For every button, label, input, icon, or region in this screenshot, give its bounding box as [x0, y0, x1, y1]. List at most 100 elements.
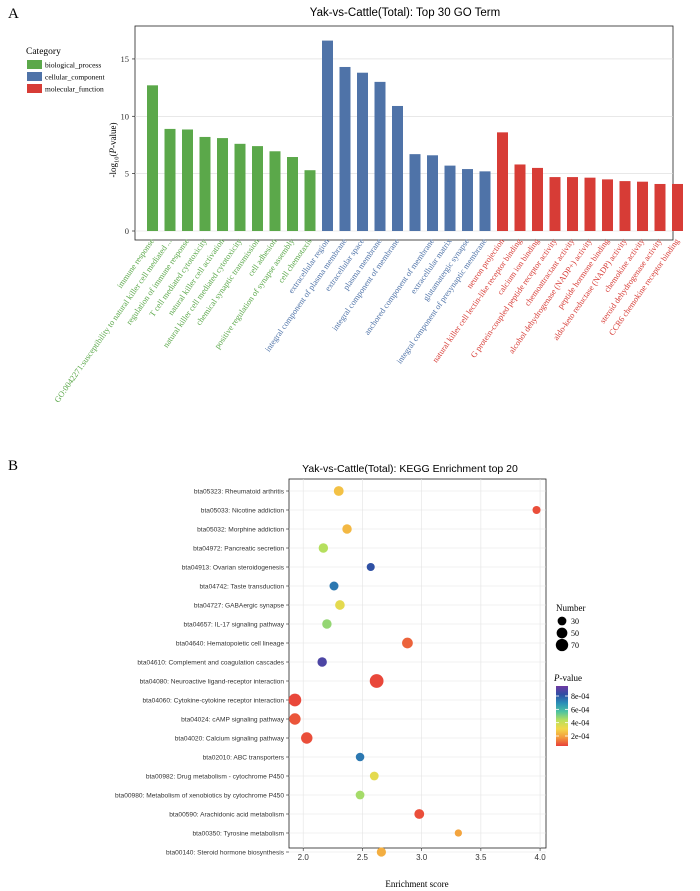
go-bar [234, 143, 246, 231]
kegg-pathway-label: bta00982: Drug metabolism - cytochrome P… [146, 774, 285, 781]
kegg-dot [317, 657, 327, 667]
go-bar [462, 169, 473, 231]
go-bar [602, 179, 613, 231]
go-bar [374, 81, 386, 231]
color-legend-bar [556, 686, 568, 746]
size-legend-label: 70 [571, 641, 579, 650]
kegg-dot-chart-panel: B Yak-vs-Cattle(Total): KEGG Enrichment … [8, 458, 589, 889]
go-bar [392, 105, 403, 231]
go-y-tick-label: 0 [125, 226, 129, 236]
kegg-pathway-label: bta05032: Morphine addiction [197, 527, 284, 534]
go-chart-title: Yak-vs-Cattle(Total): Top 30 GO Term [310, 7, 500, 19]
kegg-pathway-label: bta05033: Nicotine addiction [201, 508, 285, 515]
color-legend-label: 6e-04 [571, 705, 589, 714]
kegg-chart-title: Yak-vs-Cattle(Total): KEGG Enrichment to… [302, 463, 518, 475]
go-x-tick-label: GO:0042271:susceptibility to natural kil… [53, 237, 174, 404]
kegg-pathway-label: bta04640: Hematopoietic cell lineage [176, 641, 284, 648]
kegg-dot [318, 543, 329, 553]
kegg-pathway-label: bta04080: Neuroactive ligand-receptor in… [140, 679, 285, 686]
go-bar [497, 132, 508, 231]
kegg-pathway-label: bta00590: Arachidonic acid metabolism [169, 812, 284, 819]
kegg-x-axis-label: Enrichment score [385, 879, 448, 889]
go-bar [252, 146, 263, 231]
go-bar [164, 128, 176, 231]
go-bar [304, 170, 316, 231]
go-y-tick-label: 10 [121, 111, 130, 121]
go-y-ticks: 0 5 10 15 [121, 54, 135, 236]
go-bars [147, 40, 683, 232]
kegg-pathway-label: bta00980: Metabolism of xenobiotics by c… [115, 793, 284, 800]
kegg-y-tick-labels: bta05323: Rheumatoid arthritis bta05033: … [115, 489, 289, 857]
color-legend-label: 4e-04 [571, 719, 589, 728]
color-legend-label: 2e-04 [571, 732, 589, 741]
go-bar [619, 181, 631, 231]
go-bar [269, 151, 281, 231]
kegg-x-ticks: 2.0 2.5 3.0 3.5 4.0 [298, 848, 546, 862]
go-bar [567, 177, 578, 231]
color-legend-label: 8e-04 [571, 692, 589, 701]
kegg-dot [369, 674, 384, 688]
kegg-dot [322, 619, 332, 629]
kegg-dot [289, 713, 301, 725]
color-legend-title: P-value [553, 673, 582, 683]
go-bar [514, 164, 526, 231]
legend-swatch [27, 72, 42, 81]
kegg-pathway-label: bta04060: Cytokine-cytokine receptor int… [143, 698, 285, 705]
kegg-dot [402, 637, 413, 649]
kegg-dot [301, 732, 313, 744]
kegg-pathway-label: bta04742: Taste transduction [199, 584, 284, 591]
pvalue-color-legend: P-value 8e-04 6e-04 4e-04 2e-04 [553, 673, 589, 746]
go-y-axis-label: -log10(P-value) [108, 123, 121, 178]
legend-label: biological_process [45, 61, 101, 70]
number-size-legend: Number 30 50 70 [555, 603, 586, 652]
legend-swatch [27, 60, 42, 69]
kegg-dot [369, 771, 379, 781]
size-legend-label: 30 [571, 617, 579, 626]
legend-swatch [27, 84, 42, 93]
kegg-dot [532, 505, 541, 515]
go-x-tick-labels: immune responseGO:0042271:susceptibility… [53, 236, 681, 404]
kegg-pathway-label: bta04657: IL-17 signaling pathway [184, 622, 285, 629]
kegg-dot [376, 847, 386, 857]
kegg-dot [414, 809, 425, 819]
legend-label: cellular_component [45, 73, 105, 82]
kegg-pathway-label: bta04610: Complement and coagulation cas… [137, 660, 284, 667]
kegg-dot [366, 562, 375, 572]
go-category-legend: Category biological_process cellular_comp… [26, 47, 105, 94]
go-bar [444, 165, 456, 231]
go-bar [479, 171, 491, 231]
kegg-dot [355, 752, 365, 762]
size-legend-dot [556, 627, 568, 639]
size-legend-label: 50 [571, 629, 579, 638]
kegg-dot [333, 486, 344, 496]
go-bar [182, 129, 193, 231]
kegg-plot-panel [288, 478, 547, 849]
kegg-dot [454, 829, 462, 837]
kegg-dot [335, 600, 345, 610]
size-legend-title: Number [556, 603, 586, 613]
kegg-x-tick-label: 2.0 [298, 853, 310, 862]
kegg-pathway-label: bta04972: Pancreatic secretion [193, 546, 284, 553]
go-bar [217, 138, 228, 231]
kegg-pathway-label: bta00140: Steroid hormone biosynthesis [166, 850, 285, 857]
go-bar [339, 66, 351, 232]
kegg-dots [288, 486, 541, 857]
kegg-dot [288, 693, 302, 707]
kegg-dot [355, 790, 365, 800]
go-bar [409, 154, 421, 231]
go-bar [147, 85, 158, 231]
go-bar [549, 177, 561, 231]
panel-a-label: A [8, 6, 19, 22]
go-bar [584, 177, 596, 231]
panel-b-label: B [8, 458, 18, 474]
kegg-dot [329, 581, 339, 591]
go-bar [199, 136, 211, 231]
kegg-pathway-label: bta05323: Rheumatoid arthritis [194, 489, 285, 496]
go-y-tick-label: 5 [125, 169, 129, 179]
size-legend-dot [555, 638, 569, 652]
go-bar [532, 167, 543, 231]
go-y-tick-label: 15 [121, 54, 130, 64]
kegg-dot [342, 524, 352, 534]
go-bar [322, 40, 333, 232]
